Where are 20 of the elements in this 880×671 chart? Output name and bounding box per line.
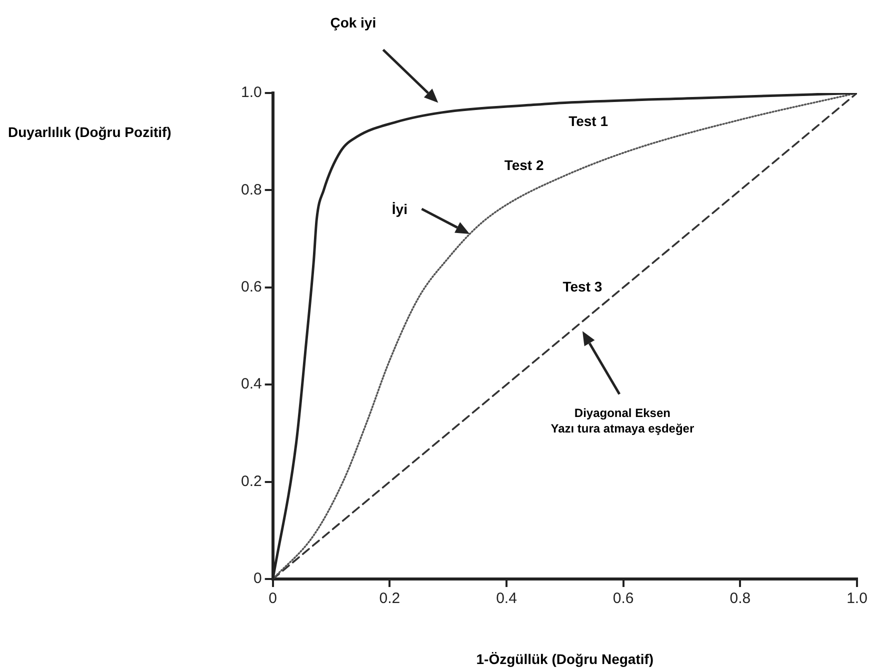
x-tick-label: 0.6 (612, 590, 634, 608)
text: Çok iyi (330, 14, 376, 31)
series-label: Test 2 (504, 156, 544, 173)
x-tick-label: 0.8 (730, 590, 751, 608)
y-tick-label: 0.6 (240, 278, 262, 296)
annotation: Diyagonal Eksen Yazı tura atmaya eşdeğer (550, 406, 694, 436)
annotation: İyi (392, 200, 408, 217)
x-tick-label: 0.2 (379, 590, 400, 608)
y-tick-label: 0.2 (240, 472, 262, 490)
y-tick-label: 0.8 (240, 181, 262, 198)
x-tick-label: 1.0 (846, 590, 868, 608)
series-label: Test 3 (562, 278, 602, 294)
series-label: Test 1 (568, 113, 608, 130)
x-tick-label: 0 (268, 590, 278, 608)
y-tick-label: 1.0 (240, 84, 262, 102)
y-tick-label: 0.4 (240, 376, 262, 393)
y-tick-label: 0 (254, 570, 262, 588)
x-axis-title: 1-Özgüllük (Doğru Negatif) (476, 650, 654, 667)
y-axis-title: Duyarlılık (Doğru Pozitif) (8, 124, 172, 140)
x-tick-label: 0.4 (496, 590, 517, 608)
